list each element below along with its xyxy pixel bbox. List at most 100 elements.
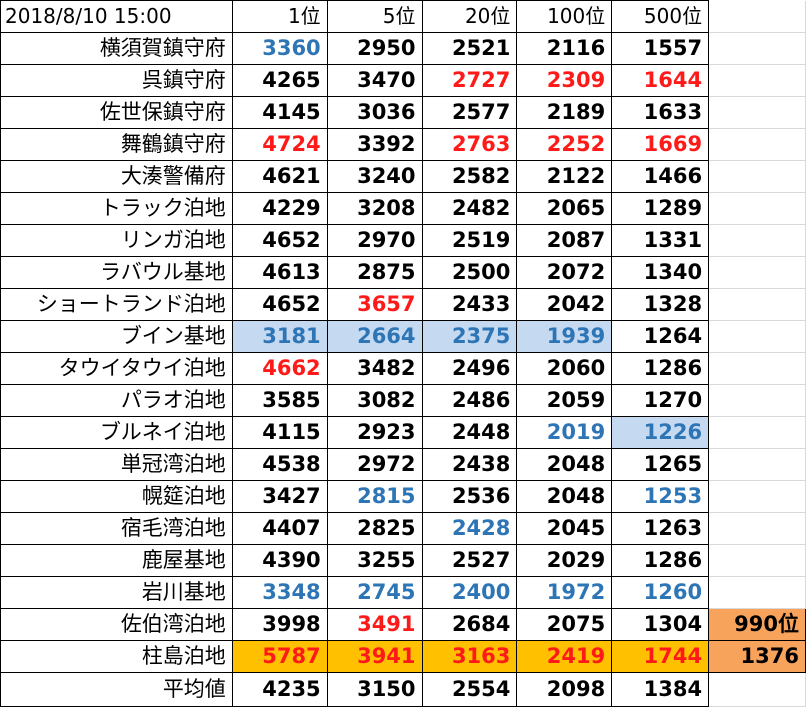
value-cell[interactable]: 3470	[326, 64, 423, 97]
value-cell[interactable]: 1253	[611, 480, 710, 513]
value-cell[interactable]: 2496	[421, 352, 518, 385]
value-cell[interactable]: 2065	[516, 192, 613, 225]
value-cell[interactable]: 1939	[516, 320, 613, 353]
extra-cell[interactable]	[708, 224, 806, 257]
value-cell[interactable]: 3392	[326, 128, 423, 161]
value-cell[interactable]: 2970	[326, 224, 423, 257]
value-cell[interactable]: 1263	[611, 512, 710, 545]
base-name-cell[interactable]: ブルネイ泊地	[0, 416, 233, 449]
header-cell-rank-100[interactable]: 100位	[516, 0, 613, 33]
value-cell[interactable]: 2433	[421, 288, 518, 321]
value-cell[interactable]: 1340	[611, 256, 710, 289]
value-cell[interactable]: 1669	[611, 128, 710, 161]
average-value-cell[interactable]: 3150	[326, 672, 423, 707]
value-cell[interactable]: 4724	[231, 128, 328, 161]
average-value-cell[interactable]: 2554	[421, 672, 518, 707]
value-cell[interactable]: 2825	[326, 512, 423, 545]
extra-cell[interactable]	[708, 128, 806, 161]
value-cell[interactable]: 2486	[421, 384, 518, 417]
value-cell[interactable]: 2252	[516, 128, 613, 161]
value-cell[interactable]: 2727	[421, 64, 518, 97]
value-cell[interactable]: 3585	[231, 384, 328, 417]
extra-cell[interactable]	[708, 576, 806, 609]
value-cell[interactable]: 3491	[326, 608, 423, 641]
value-cell[interactable]: 3998	[231, 608, 328, 641]
extra-cell[interactable]	[708, 64, 806, 97]
value-cell[interactable]: 3427	[231, 480, 328, 513]
extra-cell[interactable]: 1376	[708, 640, 806, 673]
value-cell[interactable]: 3163	[421, 640, 518, 673]
value-cell[interactable]: 3036	[326, 96, 423, 129]
base-name-cell[interactable]: 柱島泊地	[0, 640, 233, 673]
value-cell[interactable]: 4265	[231, 64, 328, 97]
base-name-cell[interactable]: ショートランド泊地	[0, 288, 233, 321]
value-cell[interactable]: 1286	[611, 544, 710, 577]
extra-cell[interactable]	[708, 192, 806, 225]
value-cell[interactable]: 2519	[421, 224, 518, 257]
value-cell[interactable]: 2500	[421, 256, 518, 289]
value-cell[interactable]: 2745	[326, 576, 423, 609]
average-value-cell[interactable]: 2098	[516, 672, 613, 707]
base-name-cell[interactable]: 鹿屋基地	[0, 544, 233, 577]
value-cell[interactable]: 2029	[516, 544, 613, 577]
value-cell[interactable]: 1226	[611, 416, 710, 449]
value-cell[interactable]: 4145	[231, 96, 328, 129]
value-cell[interactable]: 1260	[611, 576, 710, 609]
value-cell[interactable]: 1557	[611, 32, 710, 65]
value-cell[interactable]: 1331	[611, 224, 710, 257]
value-cell[interactable]: 4613	[231, 256, 328, 289]
base-name-cell[interactable]: 舞鶴鎮守府	[0, 128, 233, 161]
value-cell[interactable]: 2189	[516, 96, 613, 129]
value-cell[interactable]: 2482	[421, 192, 518, 225]
value-cell[interactable]: 1466	[611, 160, 710, 193]
value-cell[interactable]: 2923	[326, 416, 423, 449]
value-cell[interactable]: 2527	[421, 544, 518, 577]
value-cell[interactable]: 3941	[326, 640, 423, 673]
base-name-cell[interactable]: 佐伯湾泊地	[0, 608, 233, 641]
value-cell[interactable]: 1972	[516, 576, 613, 609]
value-cell[interactable]: 2019	[516, 416, 613, 449]
header-cell-rank-500[interactable]: 500位	[611, 0, 710, 33]
value-cell[interactable]: 2577	[421, 96, 518, 129]
extra-cell[interactable]	[708, 544, 806, 577]
value-cell[interactable]: 2950	[326, 32, 423, 65]
base-name-cell[interactable]: 岩川基地	[0, 576, 233, 609]
extra-cell[interactable]: 990位	[708, 608, 806, 641]
base-name-cell[interactable]: パラオ泊地	[0, 384, 233, 417]
value-cell[interactable]: 2763	[421, 128, 518, 161]
value-cell[interactable]: 2048	[516, 480, 613, 513]
value-cell[interactable]: 3181	[231, 320, 328, 353]
value-cell[interactable]: 2582	[421, 160, 518, 193]
value-cell[interactable]: 2045	[516, 512, 613, 545]
value-cell[interactable]: 4538	[231, 448, 328, 481]
value-cell[interactable]: 3657	[326, 288, 423, 321]
extra-cell[interactable]	[708, 480, 806, 513]
value-cell[interactable]: 2116	[516, 32, 613, 65]
value-cell[interactable]: 2419	[516, 640, 613, 673]
extra-cell[interactable]	[708, 352, 806, 385]
value-cell[interactable]: 3240	[326, 160, 423, 193]
value-cell[interactable]: 4407	[231, 512, 328, 545]
base-name-cell[interactable]: 幌筵泊地	[0, 480, 233, 513]
header-cell-rank-5[interactable]: 5位	[326, 0, 423, 33]
value-cell[interactable]: 4652	[231, 224, 328, 257]
header-cell-rank-20[interactable]: 20位	[421, 0, 518, 33]
base-name-cell[interactable]: ブイン基地	[0, 320, 233, 353]
base-name-cell[interactable]: 大湊警備府	[0, 160, 233, 193]
value-cell[interactable]: 1744	[611, 640, 710, 673]
base-name-cell[interactable]: リンガ泊地	[0, 224, 233, 257]
value-cell[interactable]: 2087	[516, 224, 613, 257]
timestamp-cell[interactable]: 2018/8/10 15:00	[0, 0, 233, 33]
value-cell[interactable]: 3255	[326, 544, 423, 577]
extra-cell[interactable]	[708, 288, 806, 321]
value-cell[interactable]: 2048	[516, 448, 613, 481]
value-cell[interactable]: 1633	[611, 96, 710, 129]
value-cell[interactable]: 2428	[421, 512, 518, 545]
extra-cell[interactable]	[708, 416, 806, 449]
value-cell[interactable]: 1264	[611, 320, 710, 353]
value-cell[interactable]: 2664	[326, 320, 423, 353]
value-cell[interactable]: 1265	[611, 448, 710, 481]
average-value-cell[interactable]: 1384	[611, 672, 710, 707]
value-cell[interactable]: 2309	[516, 64, 613, 97]
value-cell[interactable]: 2448	[421, 416, 518, 449]
